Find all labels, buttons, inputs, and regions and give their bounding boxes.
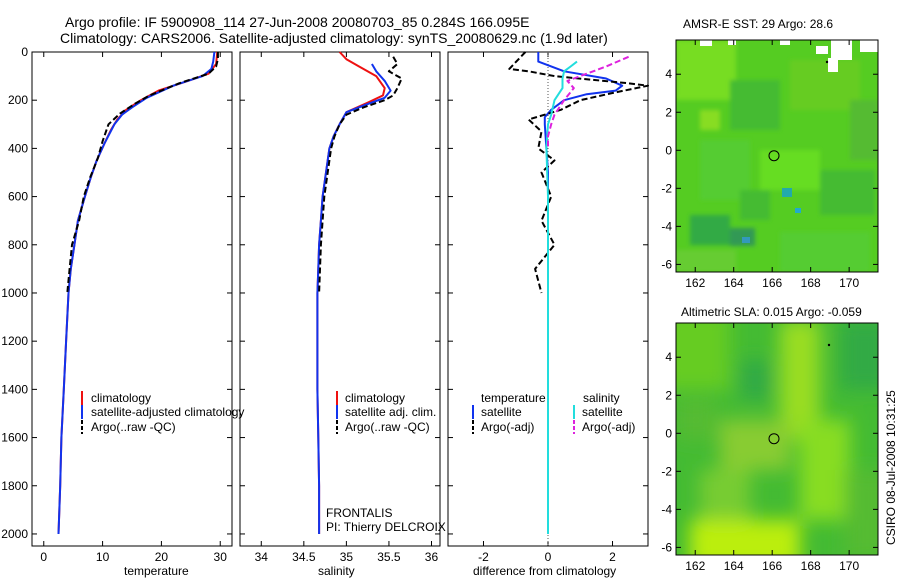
lat-tick-label: 2: [665, 105, 672, 119]
legend-argo-label: Argo(..raw -QC): [91, 420, 176, 434]
legend-climatology-label: climatology: [91, 391, 151, 405]
x-tick-label: 10: [96, 550, 110, 564]
x-tick-label: 2: [609, 550, 616, 564]
x-tick-label: 0: [545, 550, 552, 564]
salinity-legend: climatology satellite adj. clim. Argo(..…: [336, 391, 436, 434]
depth-tick-label: 2000: [1, 527, 28, 541]
lat-tick-label: -2: [661, 181, 672, 195]
legend-argo-label: Argo(..raw -QC): [345, 420, 430, 434]
legend-satellite-label: satellite adj. clim.: [345, 405, 436, 419]
salinity-axes-frame: [239, 51, 441, 547]
header-line-2: Climatology: CARS2006. Satellite-adjuste…: [60, 30, 608, 46]
temperature-series-argo: [66, 52, 219, 294]
lat-tick-label: 4: [665, 67, 672, 81]
legend-temp-satellite-label: satellite: [481, 405, 522, 419]
legend-satellite-label: satellite-adjusted climatology: [91, 405, 244, 419]
lon-tick-label: 168: [801, 276, 821, 290]
lon-tick-label: 170: [839, 276, 859, 290]
sla-map-frame: [675, 322, 879, 556]
depth-tick-label: 1800: [1, 479, 28, 493]
lat-tick-label: -2: [661, 464, 672, 478]
lat-tick-label: -4: [661, 219, 672, 233]
lon-tick-label: 162: [685, 276, 705, 290]
sla-heatmap: [676, 323, 878, 555]
lat-tick-label: 4: [665, 350, 672, 364]
lon-tick-label: 168: [801, 559, 821, 573]
depth-tick-label: 400: [8, 141, 28, 155]
lon-tick-label: 166: [762, 276, 782, 290]
lat-tick-label: 2: [665, 388, 672, 402]
legend-temperature-title: temperature: [481, 391, 546, 405]
temperature-xlabel: temperature: [124, 564, 189, 578]
temperature-series-satellite: [57, 51, 216, 535]
sst-map-panel: AMSR-E SST: 29 Argo: 28.6: [661, 17, 879, 290]
lon-tick-label: 170: [839, 559, 859, 573]
x-tick-label: 0: [40, 550, 47, 564]
salinity-xlabel: salinity: [318, 564, 355, 578]
depth-tick-label: 0: [21, 45, 28, 59]
depth-tick-label: 1400: [1, 382, 28, 396]
lon-tick-label: 164: [724, 559, 744, 573]
temperature-series-climatology: [57, 51, 219, 535]
temperature-panel: 0 10 20 30 0 200 400 600 800 1000 1200 1400 1600 1800…: [1, 45, 244, 578]
difference-xlabel: difference from climatology: [473, 564, 616, 578]
temperature-legend: climatology satellite-adjusted climatolo…: [81, 391, 244, 434]
header-line-1: Argo profile: IF 5900908_114 27-Jun-2008…: [65, 14, 529, 30]
lat-tick-label: 0: [665, 143, 672, 157]
lat-tick-label: 0: [665, 426, 672, 440]
creation-stamp: CSIRO 08-Jul-2008 10:31:25: [884, 390, 898, 545]
platform-name: FRONTALIS: [326, 506, 392, 520]
sla-map-panel: Altimetric SLA: 0.015 Argo: -0.059 162 16…: [661, 305, 879, 573]
x-tick-label: 34.5: [292, 550, 316, 564]
salinity-series-argo: [318, 56, 403, 294]
difference-legend: temperature salinity satellite Argo(-adj…: [472, 391, 635, 434]
temperature-axes-frame: [31, 51, 233, 547]
depth-tick-label: 200: [8, 93, 28, 107]
lon-tick-label: 162: [685, 559, 705, 573]
lat-tick-label: -6: [661, 540, 672, 554]
lat-tick-label: -6: [661, 257, 672, 271]
lat-tick-label: -4: [661, 502, 672, 516]
x-tick-label: 30: [214, 550, 228, 564]
sst-map-frame: [675, 39, 879, 273]
x-tick-label: 36: [425, 550, 439, 564]
sst-map-title: AMSR-E SST: 29 Argo: 28.6: [683, 17, 833, 31]
sst-heatmap: [676, 40, 878, 272]
depth-tick-label: 1000: [1, 286, 28, 300]
principal-investigator: PI: Thierry DELCROIX: [326, 520, 446, 534]
depth-tick-label: 1200: [1, 334, 28, 348]
difference-panel: -2 0 2 difference from climatology tempera…: [447, 51, 649, 578]
salinity-series-climatology: [316, 51, 386, 534]
depth-tick-label: 600: [8, 190, 28, 204]
legend-salinity-title: salinity: [583, 391, 620, 405]
salinity-series-satellite: [316, 63, 392, 534]
x-tick-label: -2: [478, 550, 489, 564]
difference-series-salinity-argo: [547, 55, 629, 149]
x-tick-label: 35: [340, 550, 354, 564]
argo-position-marker: [768, 433, 780, 445]
x-tick-label: 35.5: [377, 550, 401, 564]
salinity-panel: 34 34.5 35 35.5 36 salinity climatology sate…: [239, 51, 446, 578]
argo-position-marker: [768, 150, 780, 162]
difference-series-temperature-argo: [508, 51, 649, 294]
legend-climatology-label: climatology: [345, 391, 405, 405]
depth-tick-label: 1600: [1, 431, 28, 445]
difference-series-salinity-satellite: [545, 60, 578, 534]
sla-map-title: Altimetric SLA: 0.015 Argo: -0.059: [681, 305, 862, 319]
lon-tick-label: 166: [762, 559, 782, 573]
lon-tick-label: 164: [724, 276, 744, 290]
depth-tick-label: 800: [8, 238, 28, 252]
legend-sal-satellite-label: satellite: [582, 405, 623, 419]
x-tick-label: 34: [255, 550, 269, 564]
legend-sal-argo-label: Argo(-adj): [582, 420, 635, 434]
legend-temp-argo-label: Argo(-adj): [481, 420, 534, 434]
x-tick-label: 20: [155, 550, 169, 564]
